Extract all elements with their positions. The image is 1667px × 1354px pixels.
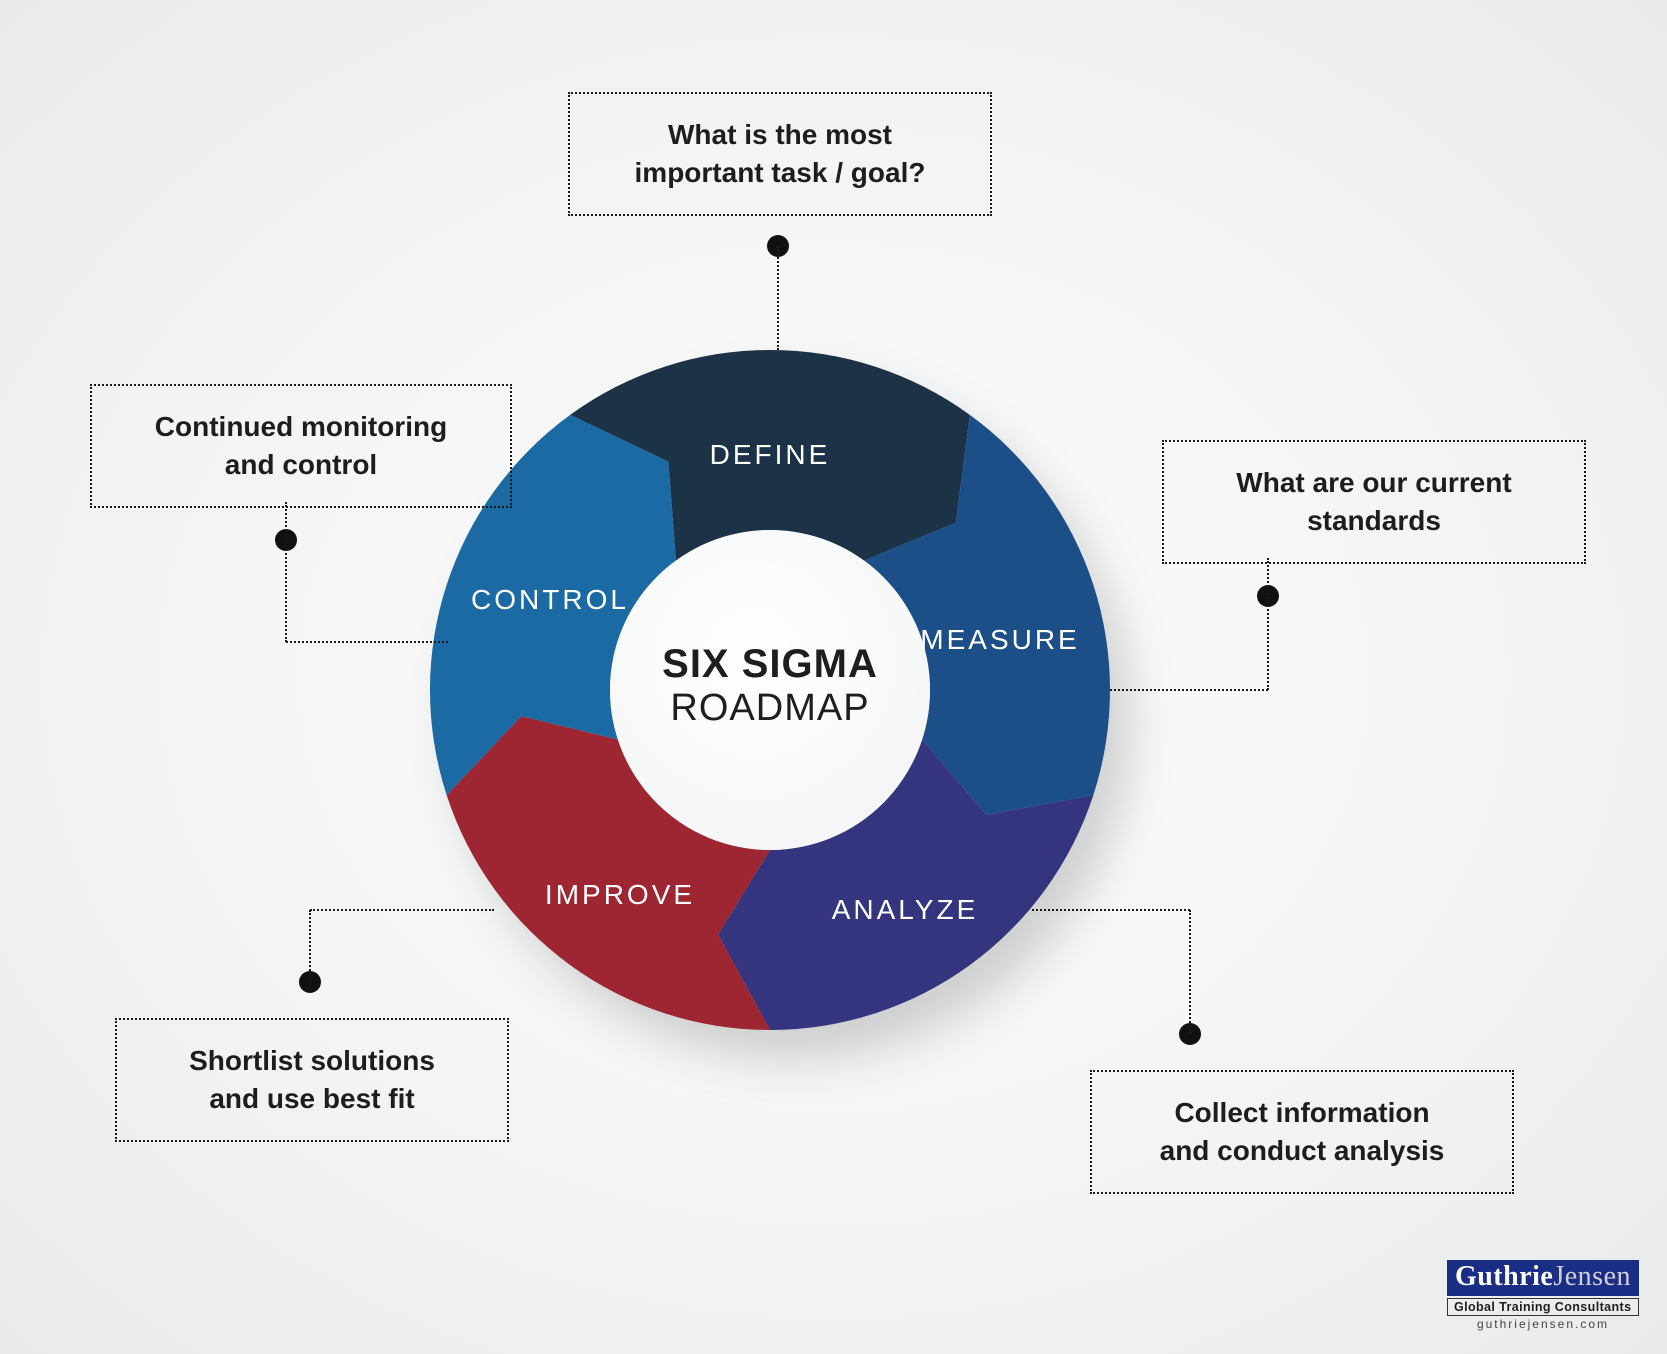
logo-word-b: Jensen xyxy=(1553,1261,1631,1292)
connector xyxy=(1189,910,1191,1034)
callout-measure: What are our currentstandards xyxy=(1162,440,1586,564)
segment-label-improve: IMPROVE xyxy=(545,879,695,911)
logo-wordmark: GuthrieJensen xyxy=(1447,1260,1639,1296)
callout-define: What is the mostimportant task / goal? xyxy=(568,92,992,216)
callout-control: Continued monitoringand control xyxy=(90,384,512,508)
callout-text: What are our current xyxy=(1192,464,1556,502)
segment-label-measure: MEASURE xyxy=(920,624,1079,656)
segment-label-analyze: ANALYZE xyxy=(832,894,979,926)
center-title: SIX SIGMA ROADMAP xyxy=(630,642,910,730)
callout-text: and conduct analysis xyxy=(1120,1132,1484,1170)
callout-text: and use best fit xyxy=(145,1080,479,1118)
callout-analyze: Collect informationand conduct analysis xyxy=(1090,1070,1514,1194)
logo-tagline: Global Training Consultants xyxy=(1447,1298,1639,1317)
connector xyxy=(310,909,494,911)
callout-text: important task / goal? xyxy=(598,154,962,192)
callout-text: and control xyxy=(120,446,482,484)
connector xyxy=(1267,558,1269,690)
callout-text: Collect information xyxy=(1120,1094,1484,1132)
logo-url: guthriejensen.com xyxy=(1447,1316,1639,1330)
connector xyxy=(1032,909,1190,911)
segment-label-control: CONTROL xyxy=(471,584,629,616)
center-title-line2: ROADMAP xyxy=(630,687,910,730)
callout-text: standards xyxy=(1192,502,1556,540)
callout-text: Shortlist solutions xyxy=(145,1042,479,1080)
connector xyxy=(777,246,779,350)
callout-improve: Shortlist solutionsand use best fit xyxy=(115,1018,509,1142)
segment-label-define: DEFINE xyxy=(710,439,831,471)
infographic-stage: DEFINE MEASURE ANALYZE IMPROVE CONTROL S… xyxy=(0,0,1667,1354)
callout-text: What is the most xyxy=(598,116,962,154)
connector xyxy=(285,502,287,642)
logo-word-a: Guthrie xyxy=(1455,1261,1553,1292)
center-title-line1: SIX SIGMA xyxy=(630,642,910,687)
callout-text: Continued monitoring xyxy=(120,408,482,446)
connector xyxy=(309,910,311,982)
brand-logo: GuthrieJensen Global Training Consultant… xyxy=(1447,1260,1639,1331)
connector xyxy=(286,641,448,643)
connector xyxy=(1110,689,1268,691)
